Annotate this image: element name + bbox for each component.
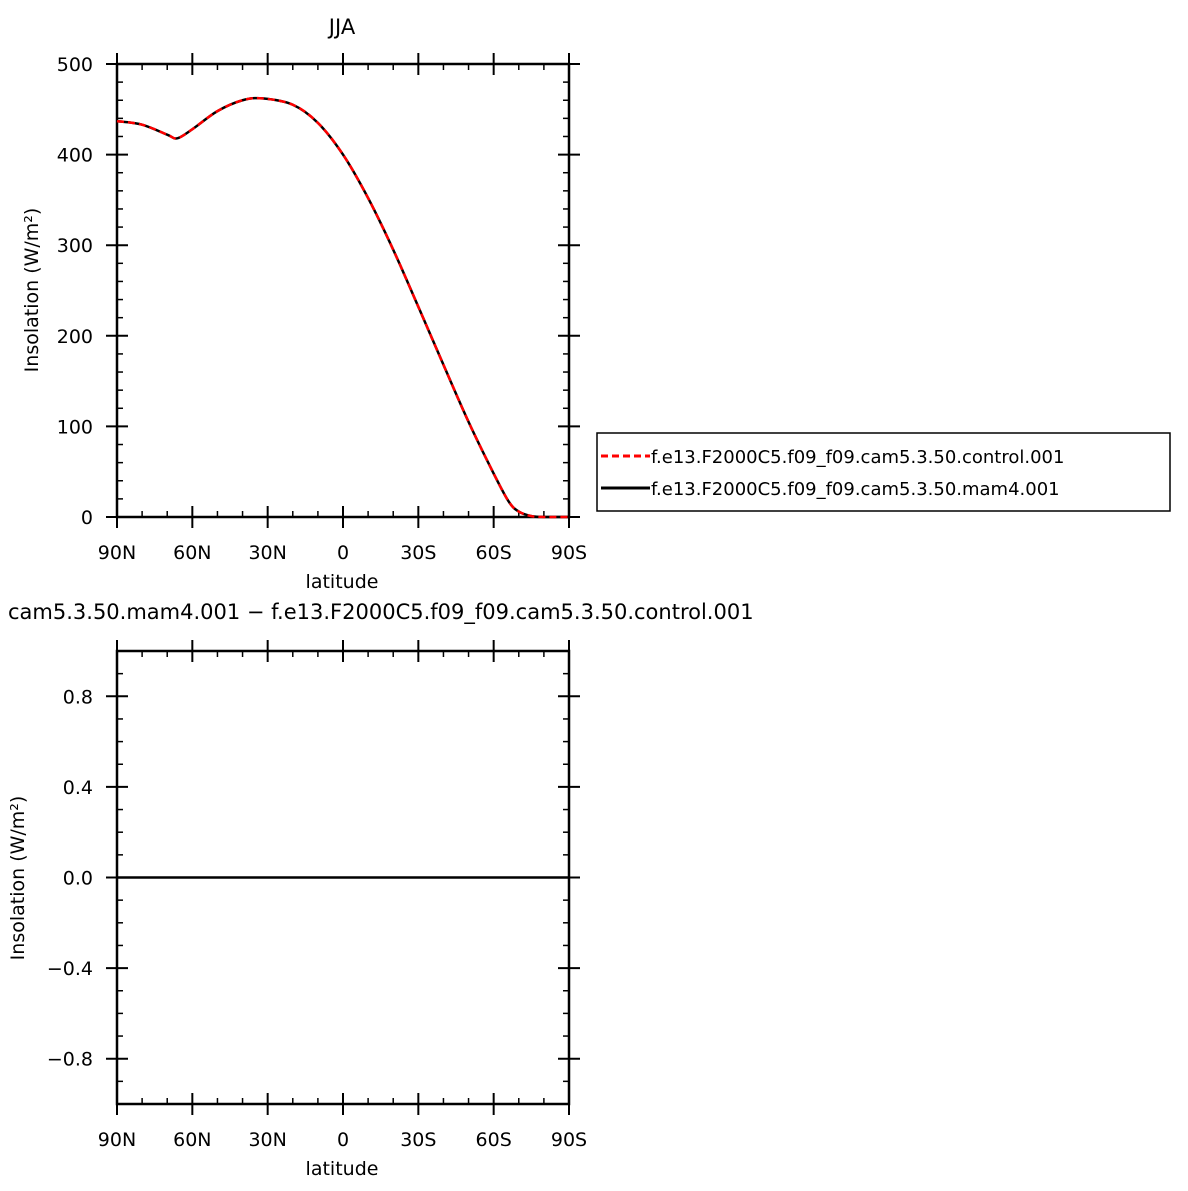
- y-tick-label: 0.0: [63, 868, 93, 890]
- top-x-axis-title: latitude: [306, 571, 379, 593]
- bottom-title: cam5.3.50.mam4.001 − f.e13.F2000C5.f09_f…: [8, 600, 754, 625]
- y-tick-label: −0.8: [47, 1049, 93, 1071]
- bottom-x-tick-labels: 90N 60N 30N 0 30S 60S 90S: [98, 1129, 587, 1151]
- top-series: [116, 96, 569, 519]
- y-tick-label: 500: [57, 54, 93, 76]
- y-tick-label: 0.4: [63, 777, 93, 799]
- x-tick-label: 90S: [551, 1129, 587, 1151]
- x-tick-label: 60N: [173, 542, 211, 564]
- series-line-control: [116, 96, 569, 519]
- legend-label-control: f.e13.F2000C5.f09_f09.cam5.3.50.control.…: [651, 447, 1064, 468]
- x-tick-label: 30S: [400, 542, 436, 564]
- top-title: JJA: [327, 15, 356, 39]
- y-tick-label: 200: [57, 326, 93, 348]
- bottom-x-axis-title: latitude: [306, 1158, 379, 1180]
- bottom-panel: cam5.3.50.mam4.001 − f.e13.F2000C5.f09_f…: [7, 600, 754, 1180]
- bottom-ticks: [106, 640, 580, 1115]
- x-tick-label: 90S: [551, 542, 587, 564]
- x-tick-label: 30N: [248, 1129, 286, 1151]
- bottom-y-tick-labels: −0.8 −0.4 0.0 0.4 0.8: [47, 686, 93, 1070]
- top-panel: JJA 90N 60N 30N 0 30S 60S 90S 0 100 200 300 400 500…: [21, 15, 587, 593]
- x-tick-label: 0: [337, 1129, 349, 1151]
- x-tick-label: 60S: [476, 1129, 512, 1151]
- x-tick-label: 0: [337, 542, 349, 564]
- y-tick-label: 100: [57, 416, 93, 438]
- x-tick-label: 90N: [98, 542, 136, 564]
- y-tick-label: 0: [81, 507, 93, 529]
- y-tick-label: 300: [57, 235, 93, 257]
- x-tick-label: 60N: [173, 1129, 211, 1151]
- legend-label-mam4: f.e13.F2000C5.f09_f09.cam5.3.50.mam4.001: [651, 479, 1060, 500]
- legend-box: [596, 432, 1171, 512]
- series-line-mam4: [116, 96, 569, 519]
- top-ticks: [106, 53, 580, 528]
- top-plot-frame: [115, 62, 571, 519]
- legend: f.e13.F2000C5.f09_f09.cam5.3.50.control.…: [596, 432, 1171, 512]
- y-tick-label: −0.4: [47, 958, 93, 980]
- y-tick-label: 400: [57, 145, 93, 167]
- x-tick-label: 30N: [248, 542, 286, 564]
- top-x-tick-labels: 90N 60N 30N 0 30S 60S 90S: [98, 542, 587, 564]
- top-y-axis-title: Insolation (W/m²): [21, 208, 43, 373]
- y-tick-label: 0.8: [63, 686, 93, 708]
- x-tick-label: 90N: [98, 1129, 136, 1151]
- bottom-y-axis-title: Insolation (W/m²): [7, 796, 29, 961]
- x-tick-label: 60S: [476, 542, 512, 564]
- x-tick-label: 30S: [400, 1129, 436, 1151]
- top-y-tick-labels: 0 100 200 300 400 500: [57, 54, 93, 529]
